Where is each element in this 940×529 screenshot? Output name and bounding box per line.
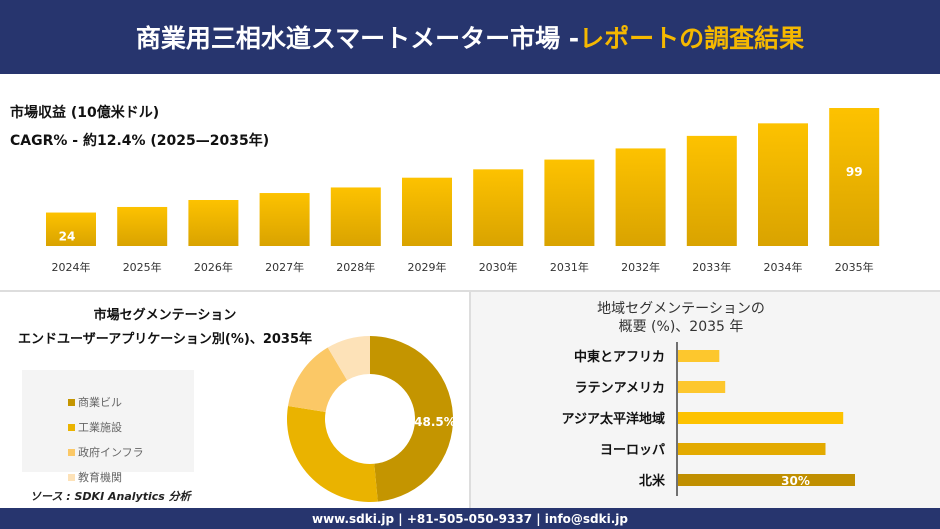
- x-tick-label: 2029年: [408, 260, 447, 274]
- divider: [0, 290, 940, 292]
- bar: [615, 148, 666, 246]
- legend-item: 教育機関: [68, 469, 122, 485]
- x-tick-label: 2030年: [479, 260, 518, 274]
- x-tick-label: 2034年: [764, 260, 803, 274]
- legend-item: 政府インフラ: [68, 444, 144, 460]
- legend-label: 商業ビル: [78, 396, 122, 409]
- source-note: ソース : SDKI Analytics 分析: [30, 490, 191, 503]
- region-segment-panel: 地域セグメンテーションの 概要 (%)、2035 年 中東とアフリカ ラテンアメリ…: [471, 292, 940, 508]
- bar: [678, 474, 855, 486]
- legend-item: 商業ビル: [68, 394, 122, 410]
- y-tick-label: ヨーロッパ: [600, 443, 665, 458]
- x-tick-label: 2024年: [52, 260, 91, 274]
- bar: [758, 123, 808, 246]
- bar: [686, 135, 737, 246]
- data-label: 24: [59, 230, 76, 244]
- legend-swatch: [68, 398, 75, 406]
- legend-swatch: [68, 473, 75, 481]
- pie-legend: 商業ビル工業施設政府インフラ 教育機関: [22, 370, 194, 484]
- revenue-label: 市場収益 (10億米ドル): [10, 105, 160, 121]
- y-tick-label: ラテンアメリカ: [575, 381, 665, 396]
- x-tick-label: 2035年: [835, 260, 874, 274]
- bar: [117, 206, 168, 246]
- legend-label: 政府インフラ: [78, 446, 144, 459]
- y-tick-label: アジア太平洋地域: [562, 411, 665, 427]
- legend-swatch: [68, 423, 75, 431]
- page-header: 商業用三相水道スマートメーター市場 - レポートの調査結果: [0, 0, 940, 74]
- y-tick-label: 中東とアフリカ: [574, 349, 665, 365]
- end-user-segment-panel: 市場セグメンテーション エンドユーザーアプリケーション別(%)、2035年 商業…: [0, 292, 469, 508]
- cagr-label: CAGR% - 約12.4% (2025—2035年): [10, 133, 270, 149]
- donut-chart: 48.5%: [287, 336, 455, 502]
- pie-title: 市場セグメンテーション: [93, 308, 237, 323]
- y-tick-label: 北米: [639, 473, 666, 489]
- donut-slice: [288, 347, 348, 412]
- legend-swatch: [68, 448, 75, 456]
- bar: [829, 108, 880, 246]
- data-label: 30%: [781, 474, 810, 488]
- divider: [469, 292, 471, 508]
- region-subtitle: 概要 (%)、2035 年: [618, 319, 744, 335]
- x-tick-label: 2028年: [336, 260, 375, 274]
- data-label: 48.5%: [414, 415, 455, 429]
- footer-contact: www.sdki.jp | +81-505-050-9337 | info@sd…: [0, 508, 940, 529]
- bar: [259, 193, 310, 246]
- title-main: 商業用三相水道スマートメーター市場 -: [135, 24, 580, 53]
- donut-slice: [327, 336, 370, 381]
- title-accent: レポートの調査結果: [579, 24, 805, 53]
- bar: [678, 381, 726, 393]
- revenue-bar-chart: 2024年 24 2025年 2026年 2027年 2028年 2029年 2030年 203…: [46, 108, 880, 274]
- donut-slice: [287, 406, 378, 502]
- region-title: 地域セグメンテーションの: [597, 301, 765, 317]
- data-label: 99: [846, 165, 863, 179]
- x-tick-label: 2033年: [692, 260, 731, 274]
- pie-subtitle: エンドユーザーアプリケーション別(%)、2035年: [17, 332, 313, 347]
- x-tick-label: 2025年: [123, 260, 162, 274]
- donut-slice: [370, 336, 453, 502]
- bar: [46, 212, 96, 246]
- bar: [544, 159, 595, 246]
- bar: [402, 177, 452, 246]
- x-tick-label: 2027年: [265, 260, 304, 274]
- x-tick-label: 2026年: [194, 260, 233, 274]
- legend-item: 工業施設: [68, 419, 122, 435]
- bar: [678, 350, 720, 362]
- bar: [330, 187, 381, 246]
- bar: [678, 412, 844, 424]
- legend-label: 教育機関: [78, 471, 122, 484]
- bar: [188, 200, 239, 246]
- bar: [678, 443, 826, 455]
- x-tick-label: 2032年: [621, 260, 660, 274]
- legend-label: 工業施設: [78, 421, 122, 434]
- bar: [473, 169, 524, 246]
- x-tick-label: 2031年: [550, 260, 589, 274]
